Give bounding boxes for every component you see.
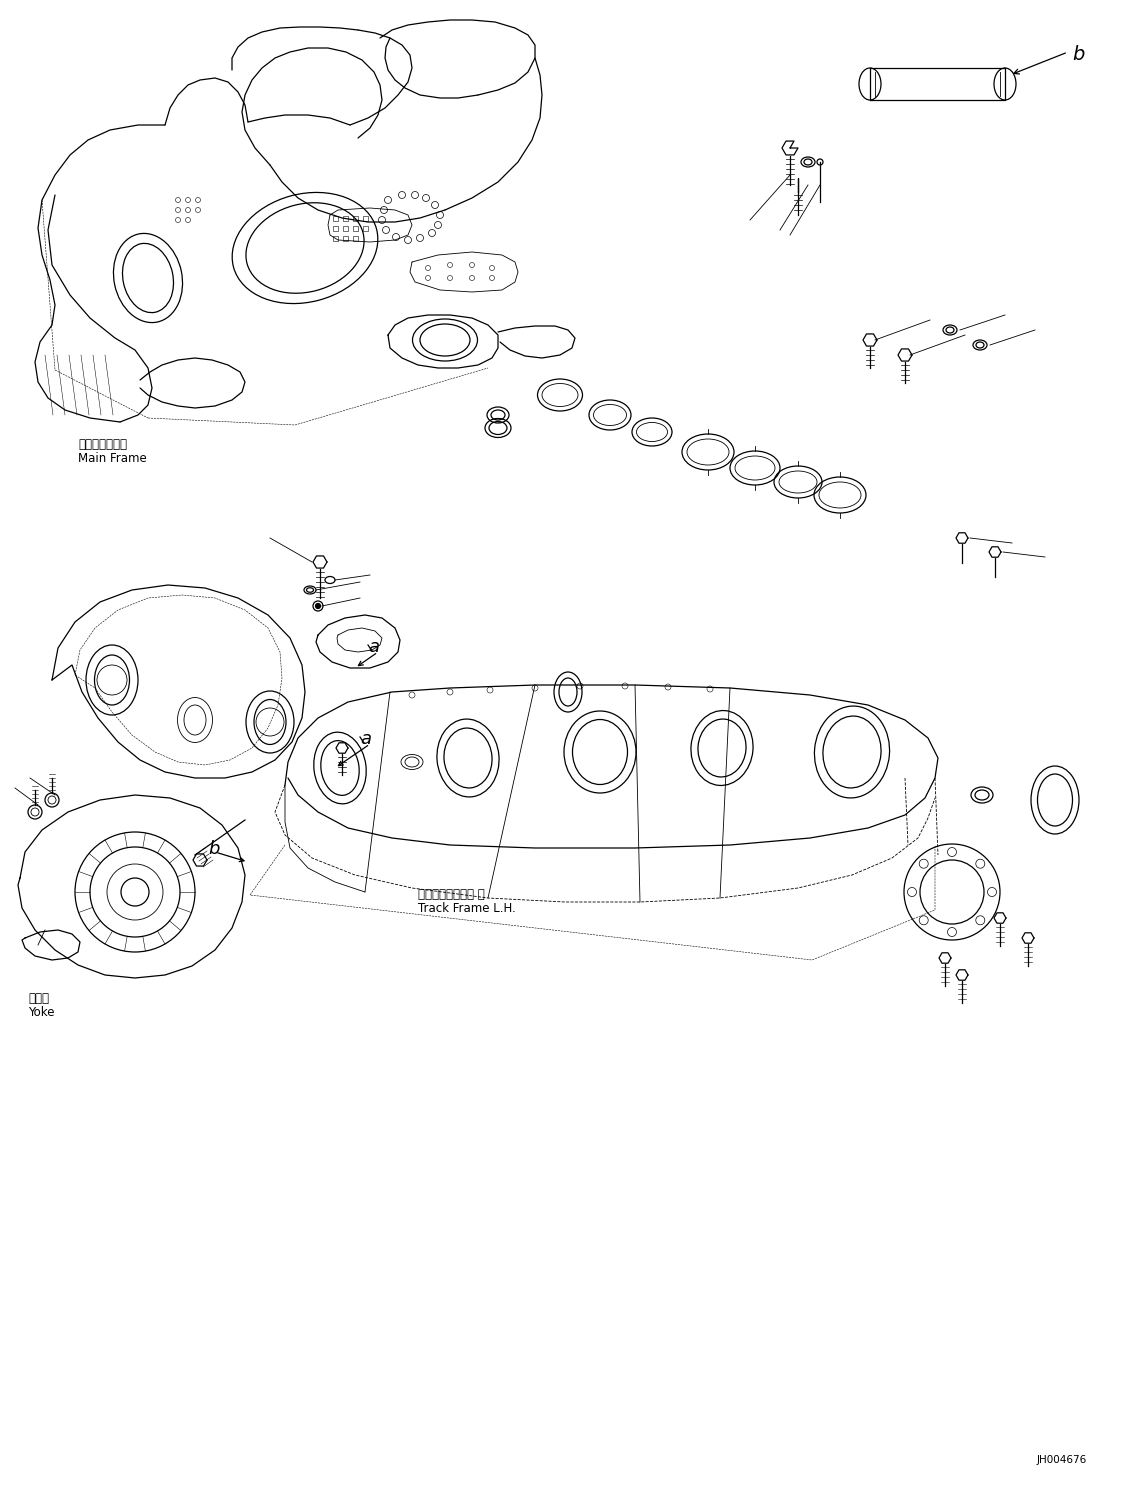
Text: Yoke: Yoke	[28, 1006, 54, 1018]
Text: a: a	[368, 638, 379, 656]
Bar	[333, 236, 337, 240]
Bar	[343, 216, 347, 221]
Bar	[343, 236, 347, 240]
Circle shape	[316, 604, 320, 608]
Text: a: a	[360, 731, 371, 748]
Bar	[333, 225, 337, 231]
Bar	[353, 225, 358, 231]
Bar	[353, 216, 358, 221]
Text: b: b	[208, 839, 219, 857]
Text: ヨーク: ヨーク	[28, 992, 49, 1005]
Text: メインフレーム: メインフレーム	[78, 438, 127, 450]
Bar	[333, 216, 337, 221]
Bar	[343, 225, 347, 231]
Text: Main Frame: Main Frame	[78, 452, 146, 465]
Bar	[362, 216, 368, 221]
Text: トラックフレーム 左: トラックフレーム 左	[418, 889, 485, 901]
Bar	[362, 225, 368, 231]
Bar	[353, 236, 358, 240]
Text: Track Frame L.H.: Track Frame L.H.	[418, 902, 515, 915]
Text: b: b	[1071, 45, 1084, 64]
Text: JH004676: JH004676	[1037, 1455, 1087, 1466]
